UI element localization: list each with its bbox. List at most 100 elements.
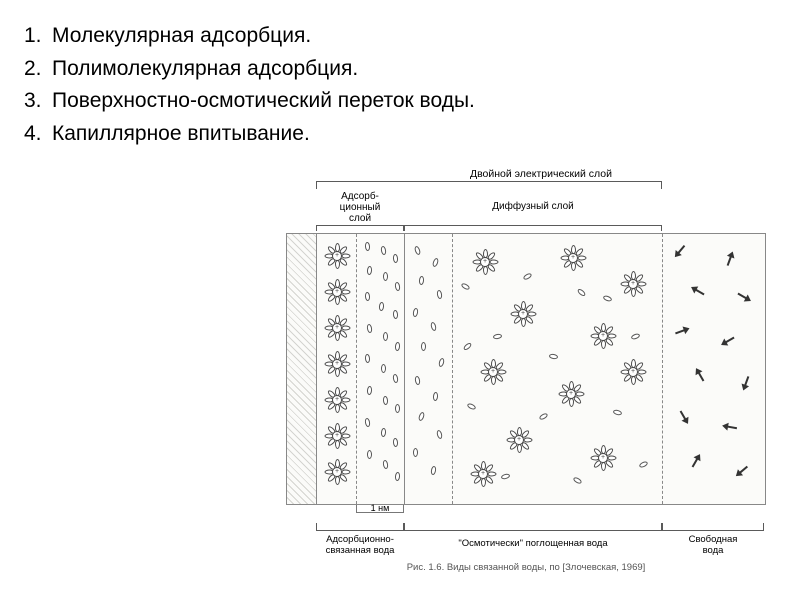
water-dipole-icon — [433, 392, 439, 401]
numbered-list: 1. Молекулярная адсорбция. 2. Полимолеку… — [24, 20, 776, 150]
water-dipole-icon — [436, 290, 442, 300]
list-item: 1. Молекулярная адсорбция. — [24, 20, 776, 53]
water-dipole-icon — [613, 409, 623, 416]
motion-arrow-icon — [721, 250, 739, 268]
water-dipole-icon — [395, 472, 401, 481]
list-text: Молекулярная адсорбция. — [52, 20, 311, 53]
list-item: 3. Поверхностно-осмотический переток вод… — [24, 85, 776, 118]
osmotic-water-label: "Осмотически" поглощенная вода — [404, 535, 662, 556]
column-loose-water — [405, 234, 453, 504]
scale-bar: 1 нм — [286, 505, 766, 523]
water-dipole-icon — [576, 288, 586, 298]
water-dipole-icon — [630, 333, 640, 341]
motion-arrow-icon — [690, 366, 709, 385]
column-solid-surface — [287, 234, 317, 504]
motion-arrow-icon — [686, 452, 705, 471]
bottom-brackets — [286, 523, 766, 533]
column-osmotic: +++++++++++ — [453, 234, 663, 504]
cation-icon: + — [483, 362, 503, 382]
water-dipole-icon — [466, 403, 476, 411]
water-dipole-icon — [383, 272, 388, 281]
water-dipole-icon — [367, 450, 372, 459]
water-dipole-icon — [381, 364, 386, 373]
water-dipole-icon — [379, 302, 385, 311]
water-dipole-icon — [418, 412, 426, 422]
cation-icon: + — [563, 248, 583, 268]
water-dipole-icon — [538, 412, 548, 421]
list-text: Полимолекулярная адсорбция. — [52, 53, 358, 86]
motion-arrow-icon — [674, 408, 693, 427]
sub-bracket-labels: Адсорб- ционный слой Диффузный слой — [286, 191, 766, 224]
water-dipole-icon — [432, 258, 440, 268]
water-dipole-icon — [549, 353, 559, 359]
cation-icon: + — [327, 282, 347, 302]
water-dipole-icon — [522, 272, 532, 281]
water-dipole-icon — [395, 342, 401, 351]
column-dense-water — [357, 234, 405, 504]
cation-icon: + — [623, 362, 643, 382]
water-dipole-icon — [460, 282, 470, 291]
motion-arrow-icon — [718, 332, 737, 351]
cation-icon: + — [327, 354, 347, 374]
water-dipole-icon — [436, 430, 443, 440]
list-text: Капиллярное впитывание. — [52, 118, 310, 151]
figure-caption: Рис. 1.6. Виды связанной воды, по [Злоче… — [286, 562, 766, 573]
water-dipole-icon — [383, 332, 388, 341]
cation-icon: + — [327, 462, 347, 482]
cation-icon: + — [513, 304, 533, 324]
water-dipole-icon — [364, 418, 370, 428]
water-dipole-icon — [365, 292, 371, 301]
cation-icon: + — [327, 426, 347, 446]
water-dipole-icon — [393, 254, 399, 263]
motion-arrow-icon — [722, 419, 738, 435]
list-number: 4. — [24, 118, 52, 151]
water-dipole-icon — [602, 295, 612, 303]
water-dipole-icon — [438, 358, 445, 368]
cation-icon: + — [327, 390, 347, 410]
water-dipole-icon — [572, 476, 582, 485]
water-dipole-icon — [383, 396, 389, 405]
diffuse-label: Диффузный слой — [404, 191, 662, 224]
list-number: 2. — [24, 53, 52, 86]
sub-brackets — [286, 225, 766, 233]
water-dipole-icon — [367, 386, 373, 395]
motion-arrow-icon — [737, 374, 755, 392]
water-dipole-icon — [395, 404, 400, 413]
water-dipole-icon — [392, 374, 398, 384]
water-dipole-icon — [638, 461, 648, 469]
bottom-labels: Адсорбционно- связанная вода "Осмотическ… — [286, 535, 766, 556]
water-dipole-icon — [414, 246, 422, 256]
figure-container: Двойной электрический слой Адсорб- ционн… — [24, 168, 776, 573]
cation-icon: + — [561, 384, 581, 404]
list-text: Поверхностно-осмотический переток воды. — [52, 85, 475, 118]
list-item: 2. Полимолекулярная адсорбция. — [24, 53, 776, 86]
water-dipole-icon — [365, 242, 371, 251]
motion-arrow-icon — [673, 322, 691, 340]
free-water-label: Свободная вода — [662, 535, 764, 556]
motion-arrow-icon — [688, 282, 707, 301]
figure: Двойной электрический слой Адсорб- ционн… — [286, 168, 766, 573]
water-dipole-icon — [419, 276, 425, 285]
scale-label: 1 нм — [371, 503, 390, 513]
water-dipole-icon — [430, 466, 436, 476]
cation-icon: + — [509, 430, 529, 450]
cation-icon: + — [593, 448, 613, 468]
water-dipole-icon — [430, 322, 437, 332]
water-dipole-icon — [381, 428, 387, 437]
water-dipole-icon — [413, 448, 418, 457]
cation-icon: + — [327, 318, 347, 338]
top-bracket-label: Двойной электрический слой — [286, 168, 766, 180]
water-dipole-icon — [365, 354, 371, 363]
water-dipole-icon — [394, 282, 400, 292]
water-dipole-icon — [493, 333, 503, 339]
water-dipole-icon — [414, 376, 420, 386]
water-dipole-icon — [501, 473, 511, 480]
water-dipole-icon — [462, 342, 472, 352]
water-dipole-icon — [421, 342, 426, 351]
list-number: 3. — [24, 85, 52, 118]
top-bracket — [286, 181, 766, 191]
water-dipole-icon — [393, 310, 399, 319]
adsorb-label: Адсорб- ционный слой — [316, 191, 404, 224]
cation-icon: + — [623, 274, 643, 294]
motion-arrow-icon — [732, 461, 752, 481]
